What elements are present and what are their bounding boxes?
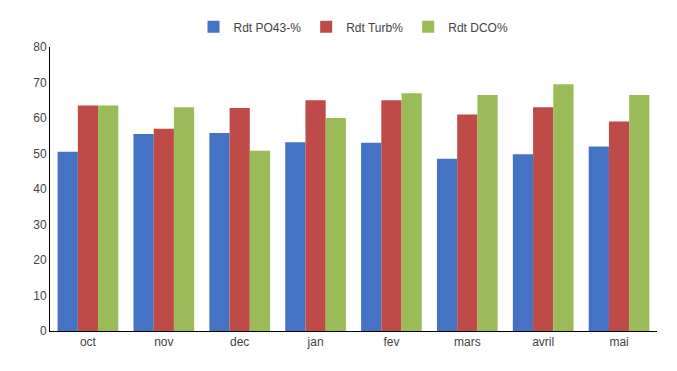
svg-text:0: 0 [40,324,47,338]
svg-text:10: 10 [33,289,47,303]
svg-text:80: 80 [33,40,47,54]
svg-text:Rdt PO43-%: Rdt PO43-% [234,21,302,35]
svg-text:fev: fev [383,335,399,349]
svg-text:50: 50 [33,147,47,161]
svg-text:jan: jan [307,335,324,349]
svg-text:70: 70 [33,76,47,90]
svg-text:40: 40 [33,182,47,196]
svg-text:avril: avril [532,335,554,349]
svg-text:mars: mars [454,335,481,349]
svg-text:oct: oct [80,335,97,349]
svg-text:Rdt Turb%: Rdt Turb% [346,21,403,35]
svg-text:mai: mai [609,335,628,349]
svg-text:dec: dec [230,335,249,349]
svg-text:Rdt DCO%: Rdt DCO% [448,21,508,35]
svg-text:30: 30 [33,218,47,232]
svg-text:nov: nov [154,335,173,349]
svg-text:60: 60 [33,111,47,125]
svg-text:20: 20 [33,253,47,267]
